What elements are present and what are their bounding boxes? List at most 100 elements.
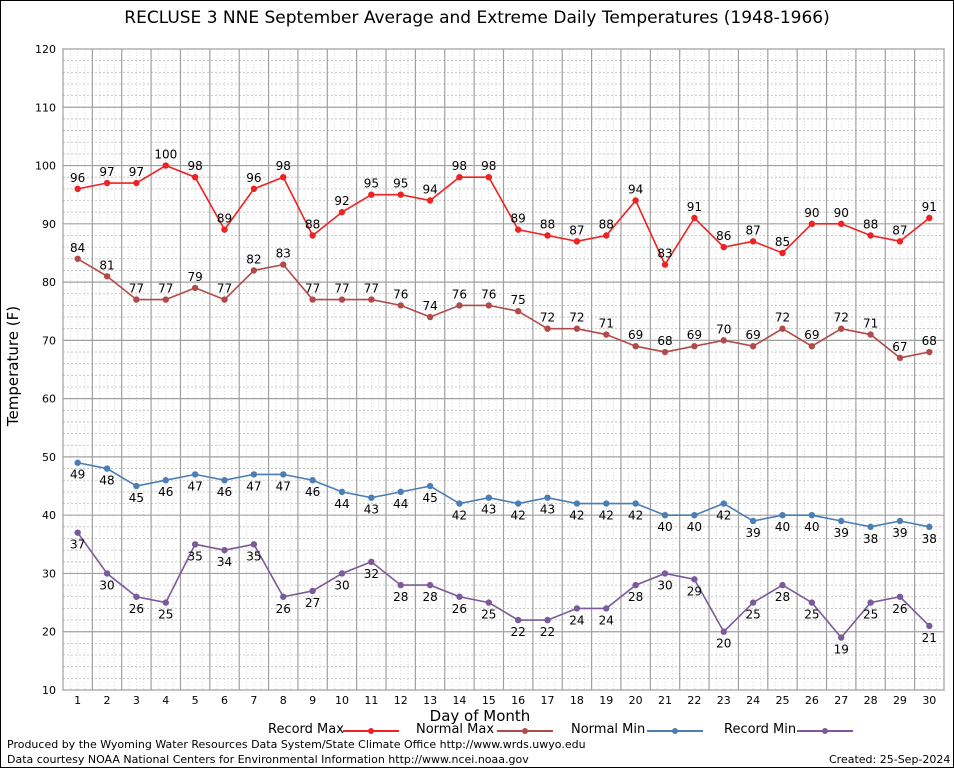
x-tick-label: 25: [775, 694, 789, 707]
data-point-record-max: [544, 232, 551, 239]
x-tick-label: 17: [541, 694, 555, 707]
data-label-record-max: 98: [481, 159, 496, 173]
data-point-normal-min: [779, 511, 786, 519]
data-label-normal-max: 76: [393, 287, 408, 301]
data-label-record-min: 32: [364, 567, 379, 581]
data-point-normal-max: [514, 308, 522, 315]
data-label-record-max: 91: [687, 200, 702, 214]
data-point-normal-max: [162, 296, 169, 303]
x-tick-label: 10: [335, 694, 349, 707]
data-point-normal-min: [191, 471, 199, 478]
data-label-record-min: 26: [276, 602, 291, 616]
data-label-record-max: 98: [452, 159, 467, 173]
data-label-record-min: 25: [745, 608, 760, 622]
data-label-record-min: 28: [628, 590, 643, 604]
x-tick-label: 4: [162, 694, 169, 707]
data-point-record-max: [397, 191, 404, 198]
data-point-record-min: [896, 593, 904, 600]
data-label-normal-max: 81: [99, 258, 114, 272]
data-point-normal-max: [426, 313, 434, 321]
data-label-record-min: 28: [393, 590, 408, 604]
data-label-record-max: 87: [892, 223, 907, 237]
y-tick-label: 60: [42, 393, 56, 406]
data-label-record-max: 86: [716, 229, 731, 243]
data-point-normal-max: [720, 337, 727, 344]
footer-produced-by: Produced by the Wyoming Water Resources …: [7, 738, 586, 751]
x-tick-label: 11: [364, 694, 378, 707]
legend-swatch-normal-min: [647, 728, 703, 734]
data-label-normal-max: 79: [188, 270, 203, 284]
data-label-record-min: 26: [129, 602, 144, 616]
data-point-record-min: [250, 541, 258, 548]
data-point-record-min: [926, 622, 933, 630]
data-label-normal-min: 39: [745, 526, 760, 540]
data-label-normal-max: 76: [481, 287, 496, 301]
data-label-normal-min: 46: [217, 485, 232, 499]
data-point-normal-min: [338, 488, 346, 496]
data-label-record-max: 92: [334, 194, 349, 208]
data-point-normal-min: [720, 500, 727, 507]
data-label-normal-min: 45: [129, 491, 144, 505]
data-point-record-min: [720, 628, 727, 635]
data-label-normal-min: 40: [804, 520, 819, 534]
data-point-record-max: [573, 238, 581, 245]
x-tick-label: 23: [717, 694, 731, 707]
legend-label-record-max: Record Max: [268, 722, 344, 737]
data-label-normal-min: 42: [599, 509, 614, 523]
data-label-normal-min: 42: [511, 509, 526, 523]
data-point-record-max: [309, 232, 316, 239]
data-point-normal-min: [808, 511, 816, 519]
data-point-record-max: [162, 162, 169, 169]
data-point-normal-max: [191, 284, 199, 292]
data-point-record-max: [338, 208, 346, 216]
chart-title: RECLUSE 3 NNE September Average and Extr…: [124, 8, 830, 28]
data-label-normal-max: 83: [276, 247, 291, 261]
data-point-normal-max: [397, 302, 404, 309]
data-label-normal-max: 72: [775, 311, 790, 325]
data-point-record-min: [162, 599, 169, 606]
data-label-record-min: 25: [804, 608, 819, 622]
x-tick-label: 22: [687, 694, 701, 707]
x-tick-label: 29: [893, 694, 907, 707]
data-label-record-max: 98: [188, 159, 203, 173]
data-point-record-max: [896, 238, 904, 245]
series-line-record-min: [77, 532, 930, 639]
x-axis-label: Day of Month: [429, 707, 531, 725]
data-label-record-max: 91: [922, 200, 937, 214]
data-point-record-min: [661, 570, 669, 577]
data-label-normal-max: 69: [745, 328, 760, 342]
x-tick-label: 26: [805, 694, 819, 707]
x-tick-label: 15: [482, 694, 496, 707]
x-tick-label: 7: [250, 694, 257, 707]
data-label-normal-min: 43: [540, 503, 555, 517]
data-point-normal-min: [309, 477, 316, 484]
data-label-record-min: 30: [99, 578, 114, 592]
y-tick-label: 120: [35, 43, 56, 56]
data-label-normal-min: 43: [364, 503, 379, 517]
data-point-record-max: [603, 232, 610, 239]
data-label-record-max: 88: [540, 217, 555, 231]
data-point-record-max: [661, 261, 669, 268]
data-point-normal-min: [250, 471, 258, 478]
x-tick-label: 28: [864, 694, 878, 707]
data-point-record-min: [573, 605, 581, 612]
data-point-normal-max: [632, 342, 639, 350]
y-tick-label: 40: [42, 509, 56, 522]
data-point-normal-min: [221, 477, 228, 484]
data-point-normal-max: [691, 342, 698, 350]
x-tick-label: 16: [511, 694, 525, 707]
data-point-normal-min: [280, 471, 287, 478]
data-point-normal-min: [133, 482, 140, 490]
data-point-record-min: [280, 593, 287, 600]
data-point-record-min: [632, 581, 639, 589]
data-point-record-min: [338, 570, 346, 577]
data-point-record-min: [456, 593, 463, 600]
data-label-record-max: 97: [129, 165, 144, 179]
y-tick-label: 80: [42, 276, 56, 289]
data-point-normal-min: [544, 494, 551, 501]
data-label-normal-min: 42: [628, 509, 643, 523]
data-label-record-min: 25: [158, 608, 173, 622]
data-point-record-min: [779, 581, 786, 589]
x-tick-label: 21: [658, 694, 672, 707]
data-label-normal-min: 40: [775, 520, 790, 534]
